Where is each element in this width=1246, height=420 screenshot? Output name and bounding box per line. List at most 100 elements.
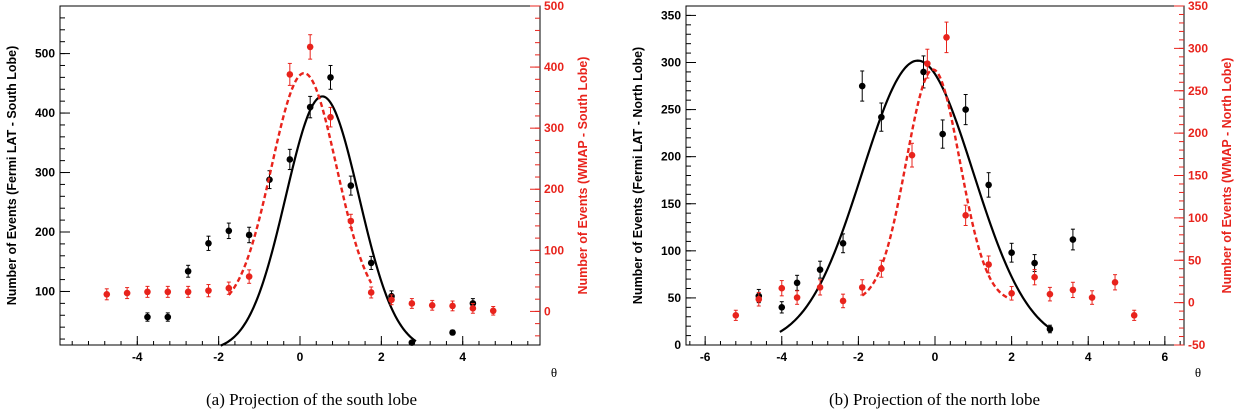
fermi-data-point (1031, 254, 1038, 273)
y-left-tick-label: 150 (661, 197, 681, 211)
x-tick-label: -6 (700, 350, 711, 364)
y-left-tick-label: 250 (661, 103, 681, 117)
fermi-data-point (164, 312, 172, 322)
marker (205, 240, 212, 247)
marker (306, 43, 314, 51)
fermi-data-point (347, 175, 355, 196)
fermi-fit-curve (779, 59, 1053, 333)
fermi-data-point (245, 226, 253, 244)
y-right-tick-label: 250 (1188, 84, 1208, 98)
wmap-data-point (449, 300, 456, 312)
wmap-data-point (489, 306, 497, 316)
wmap-data-point (1031, 269, 1038, 286)
wmap-data-point (428, 299, 436, 311)
y-right-tick-label: 0 (544, 304, 551, 318)
wmap-data-point (985, 255, 992, 274)
fermi-data-point (306, 95, 314, 119)
x-tick-label: -2 (853, 350, 864, 364)
y-right-tick-label: 350 (1188, 0, 1208, 13)
wmap-data-point (943, 21, 950, 54)
marker (878, 113, 885, 121)
wmap-data-point (388, 294, 395, 306)
marker (327, 74, 334, 81)
marker (184, 288, 192, 296)
marker (449, 329, 456, 336)
y-left-tick-label: 500 (35, 47, 55, 61)
marker (1031, 259, 1038, 267)
chart-panel-a: -4 -2 0 2 4 θ 100 200 300 400 500 Number of Events … (5, 0, 590, 409)
marker (1008, 290, 1015, 297)
y-left-tick-label: 350 (661, 8, 681, 22)
marker (985, 261, 992, 268)
chart-panel-b: -6 -4 -2 0 2 4 6 θ 0 50 100 150 200 250 300 350 Number o… (623, 0, 1246, 420)
marker (816, 284, 824, 291)
fermi-data-point (327, 64, 334, 90)
marker (1088, 294, 1096, 301)
y-right-axis-label: Number of Events (WMAP - South Lobe) (576, 57, 590, 295)
wmap-data-point (755, 291, 763, 307)
marker (778, 304, 786, 311)
marker (144, 313, 151, 321)
y-left-tick-label: 400 (35, 106, 55, 120)
marker (962, 212, 969, 219)
marker (367, 259, 375, 267)
marker (1069, 236, 1077, 243)
marker (962, 106, 969, 113)
wmap-data-point (205, 284, 212, 298)
wmap-data-point (306, 34, 314, 60)
caption-a: (a) Projection of the south lobe (205, 390, 418, 409)
marker (924, 60, 931, 67)
y-right-tick-label: 500 (544, 0, 564, 13)
marker (1046, 290, 1054, 298)
fermi-data-point (939, 119, 946, 149)
y-left-axis-label: Number of Events (Fermi LAT - North Lobe… (631, 47, 645, 304)
wmap-data-point (347, 213, 355, 229)
wmap-data-point (778, 280, 786, 297)
fermi-data-point (962, 94, 969, 126)
y-right-tick-label: 150 (1188, 169, 1208, 183)
y-right-tick-label: 400 (544, 60, 564, 74)
marker (286, 71, 294, 78)
marker (428, 301, 436, 309)
marker (755, 295, 763, 303)
wmap-data-point (286, 62, 294, 86)
marker (286, 156, 294, 163)
y-right-tick-label: 100 (1188, 211, 1208, 225)
marker (816, 266, 824, 273)
wmap-data-point (878, 259, 885, 278)
wmap-data-point (103, 288, 111, 301)
wmap-data-point (1008, 286, 1015, 301)
wmap-data-point (793, 290, 801, 305)
marker (793, 279, 801, 287)
y-right-axis-label: Number of Events (WMAP - North Lobe) (1220, 58, 1234, 294)
fermi-data-point (1069, 228, 1077, 251)
marker (103, 291, 111, 298)
marker (123, 289, 131, 297)
marker (1069, 286, 1077, 294)
marker (778, 284, 786, 292)
wmap-data-point (225, 281, 233, 295)
y-left-tick-label: 300 (661, 56, 681, 70)
marker (306, 103, 314, 111)
fermi-data-point (225, 222, 233, 240)
marker (388, 296, 395, 304)
fermi-data-point (144, 312, 151, 322)
y-left-tick-label: 200 (35, 225, 55, 239)
chart-a: -4 -2 0 2 4 θ 100 200 300 400 500 Number of Events … (5, 0, 590, 380)
wmap-data-point (1088, 290, 1096, 305)
marker (225, 227, 233, 235)
caption-b: (b) Projection of the north lobe (828, 390, 1041, 409)
marker (469, 305, 477, 312)
y-right-tick-label: 0 (1188, 296, 1195, 310)
x-tick-label: 4 (459, 350, 466, 364)
y-right-tick-label: 300 (544, 121, 564, 135)
wmap-data-point (1069, 281, 1077, 299)
fermi-data-point (858, 70, 866, 102)
x-tick-label: 4 (1085, 350, 1092, 364)
marker (908, 151, 916, 159)
fermi-data-point (985, 172, 992, 198)
fermi-data-point (408, 339, 416, 346)
wmap-data-point (924, 48, 931, 79)
wmap-data-point (164, 285, 172, 298)
fermi-data-point (205, 235, 212, 251)
